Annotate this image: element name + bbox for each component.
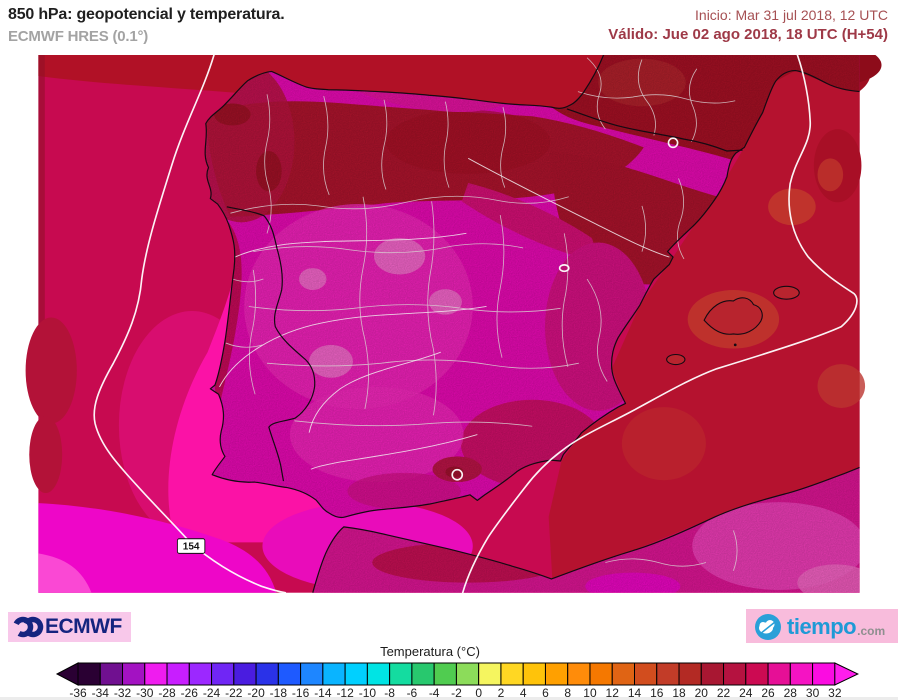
colorbar-tick: 18 (672, 686, 686, 700)
colorbar-cell (211, 662, 235, 686)
colorbar-cell (723, 662, 747, 686)
valid-datetime: Válido: Jue 02 ago 2018, 18 UTC (H+54) (608, 26, 888, 43)
colorbar-tick: 12 (606, 686, 620, 700)
init-datetime: Inicio: Mar 31 jul 2018, 12 UTC (695, 7, 888, 23)
ecmwf-logo[interactable]: ECMWF (8, 612, 131, 642)
colorbar-svg: Temperatura (°C)-36 -34 -32 -30 -28 -26 -24 -22… (55, 644, 859, 700)
colorbar-tick: 30 (806, 686, 820, 700)
ecmwf-logo-text: ECMWF (45, 615, 122, 638)
colorbar-tick: -6 (407, 686, 418, 700)
colorbar-tick: -16 (292, 686, 310, 700)
colorbar-cell (433, 662, 457, 686)
colorbar-cell (678, 662, 702, 686)
colorbar-tick: 26 (761, 686, 775, 700)
colorbar-tick: 4 (520, 686, 527, 700)
colorbar-tick: 20 (695, 686, 709, 700)
colorbar-title: Temperatura (°C) (380, 644, 480, 659)
svg-text:154: 154 (183, 542, 200, 553)
colorbar-cell (789, 662, 814, 686)
colorbar-tick: 24 (739, 686, 753, 700)
map-svg: 154 (25, 55, 882, 594)
tiempo-logo-suffix: .com (857, 624, 886, 638)
header: 850 hPa: geopotencial y temperatura. ECM… (0, 0, 898, 55)
colorbar-tick: -8 (384, 686, 395, 700)
weather-map: 154 ECMWF tiempo .com (0, 55, 898, 645)
tiempo-logo[interactable]: tiempo .com (746, 609, 898, 645)
colorbar-tick: -10 (359, 686, 377, 700)
colorbar-cell (522, 662, 546, 686)
page-edge (0, 697, 898, 700)
colorbar-cell (812, 662, 836, 686)
colorbar-cell (478, 662, 502, 686)
colorbar-cell (99, 662, 124, 686)
colorbar-tick: -26 (181, 686, 199, 700)
colorbar-cell (411, 662, 435, 686)
tiempo-logo-text: tiempo (787, 614, 857, 639)
colorbar: Temperatura (°C) -36 -34 -32 -30 -28 -26 -24 -22… (0, 643, 898, 700)
colorbar-tick: 14 (628, 686, 642, 700)
colorbar-cell (700, 662, 725, 686)
model-subtitle: ECMWF HRES (0.1°) (8, 28, 149, 45)
colorbar-tick: 32 (828, 686, 842, 700)
colorbar-tick: -22 (225, 686, 243, 700)
colorbar-cell (767, 662, 791, 686)
geopotential-contours (93, 55, 858, 594)
colorbar-tick: 10 (583, 686, 597, 700)
colorbar-tick: -4 (429, 686, 440, 700)
colorbar-cell (455, 662, 480, 686)
colorbar-cell (300, 662, 324, 686)
colorbar-tick: -12 (336, 686, 354, 700)
balearic-islands (666, 285, 800, 366)
colorbar-cell (589, 662, 613, 686)
colorbar-cell (366, 662, 391, 686)
sea-bottomleft-magenta (38, 503, 277, 593)
colorbar-cell (500, 662, 524, 686)
colorbar-tick: 2 (498, 686, 505, 700)
colorbar-cell (567, 662, 591, 686)
colorbar-tick: -2 (451, 686, 462, 700)
colorbar-tick: -14 (314, 686, 332, 700)
colorbar-tick: 8 (564, 686, 571, 700)
colorbar-cell (122, 662, 146, 686)
colorbar-cell (611, 662, 635, 686)
colorbar-tick: -36 (69, 686, 87, 700)
colorbar-cell (255, 662, 279, 686)
colorbar-left-arrow (55, 662, 79, 686)
colorbar-tick: 22 (717, 686, 731, 700)
colorbar-cell (188, 662, 213, 686)
colorbar-cell (322, 662, 346, 686)
colorbar-tick: -18 (270, 686, 288, 700)
colorbar-cell (144, 662, 168, 686)
page-title: 850 hPa: geopotencial y temperatura. (8, 6, 285, 23)
tiempo-logo-icon (755, 614, 781, 640)
ecmwf-logo-icon (13, 616, 44, 638)
colorbar-cell (233, 662, 257, 686)
rivers (219, 157, 670, 470)
colorbar-tick: -34 (92, 686, 110, 700)
colorbar-tick: 28 (784, 686, 798, 700)
colorbar-cell (745, 662, 769, 686)
colorbar-cell (389, 662, 413, 686)
colorbar-right-arrow (834, 662, 859, 686)
colorbar-cell (656, 662, 680, 686)
province-borders (225, 57, 738, 571)
colorbar-tick: -28 (158, 686, 176, 700)
colorbar-tick: -30 (136, 686, 154, 700)
colorbar-tick: 0 (475, 686, 482, 700)
colorbar-cell (634, 662, 658, 686)
colorbar-cell (344, 662, 368, 686)
colorbar-cell (166, 662, 190, 686)
colorbar-tick: -24 (203, 686, 221, 700)
colorbar-cell (77, 662, 101, 686)
colorbar-tick: -32 (114, 686, 132, 700)
colorbar-tick: 16 (650, 686, 664, 700)
contour-label: 154 (176, 538, 206, 554)
coastlines (204, 55, 860, 593)
colorbar-cell (277, 662, 302, 686)
colorbar-tick: 6 (542, 686, 549, 700)
colorbar-tick: -20 (247, 686, 265, 700)
colorbar-cell (544, 662, 569, 686)
